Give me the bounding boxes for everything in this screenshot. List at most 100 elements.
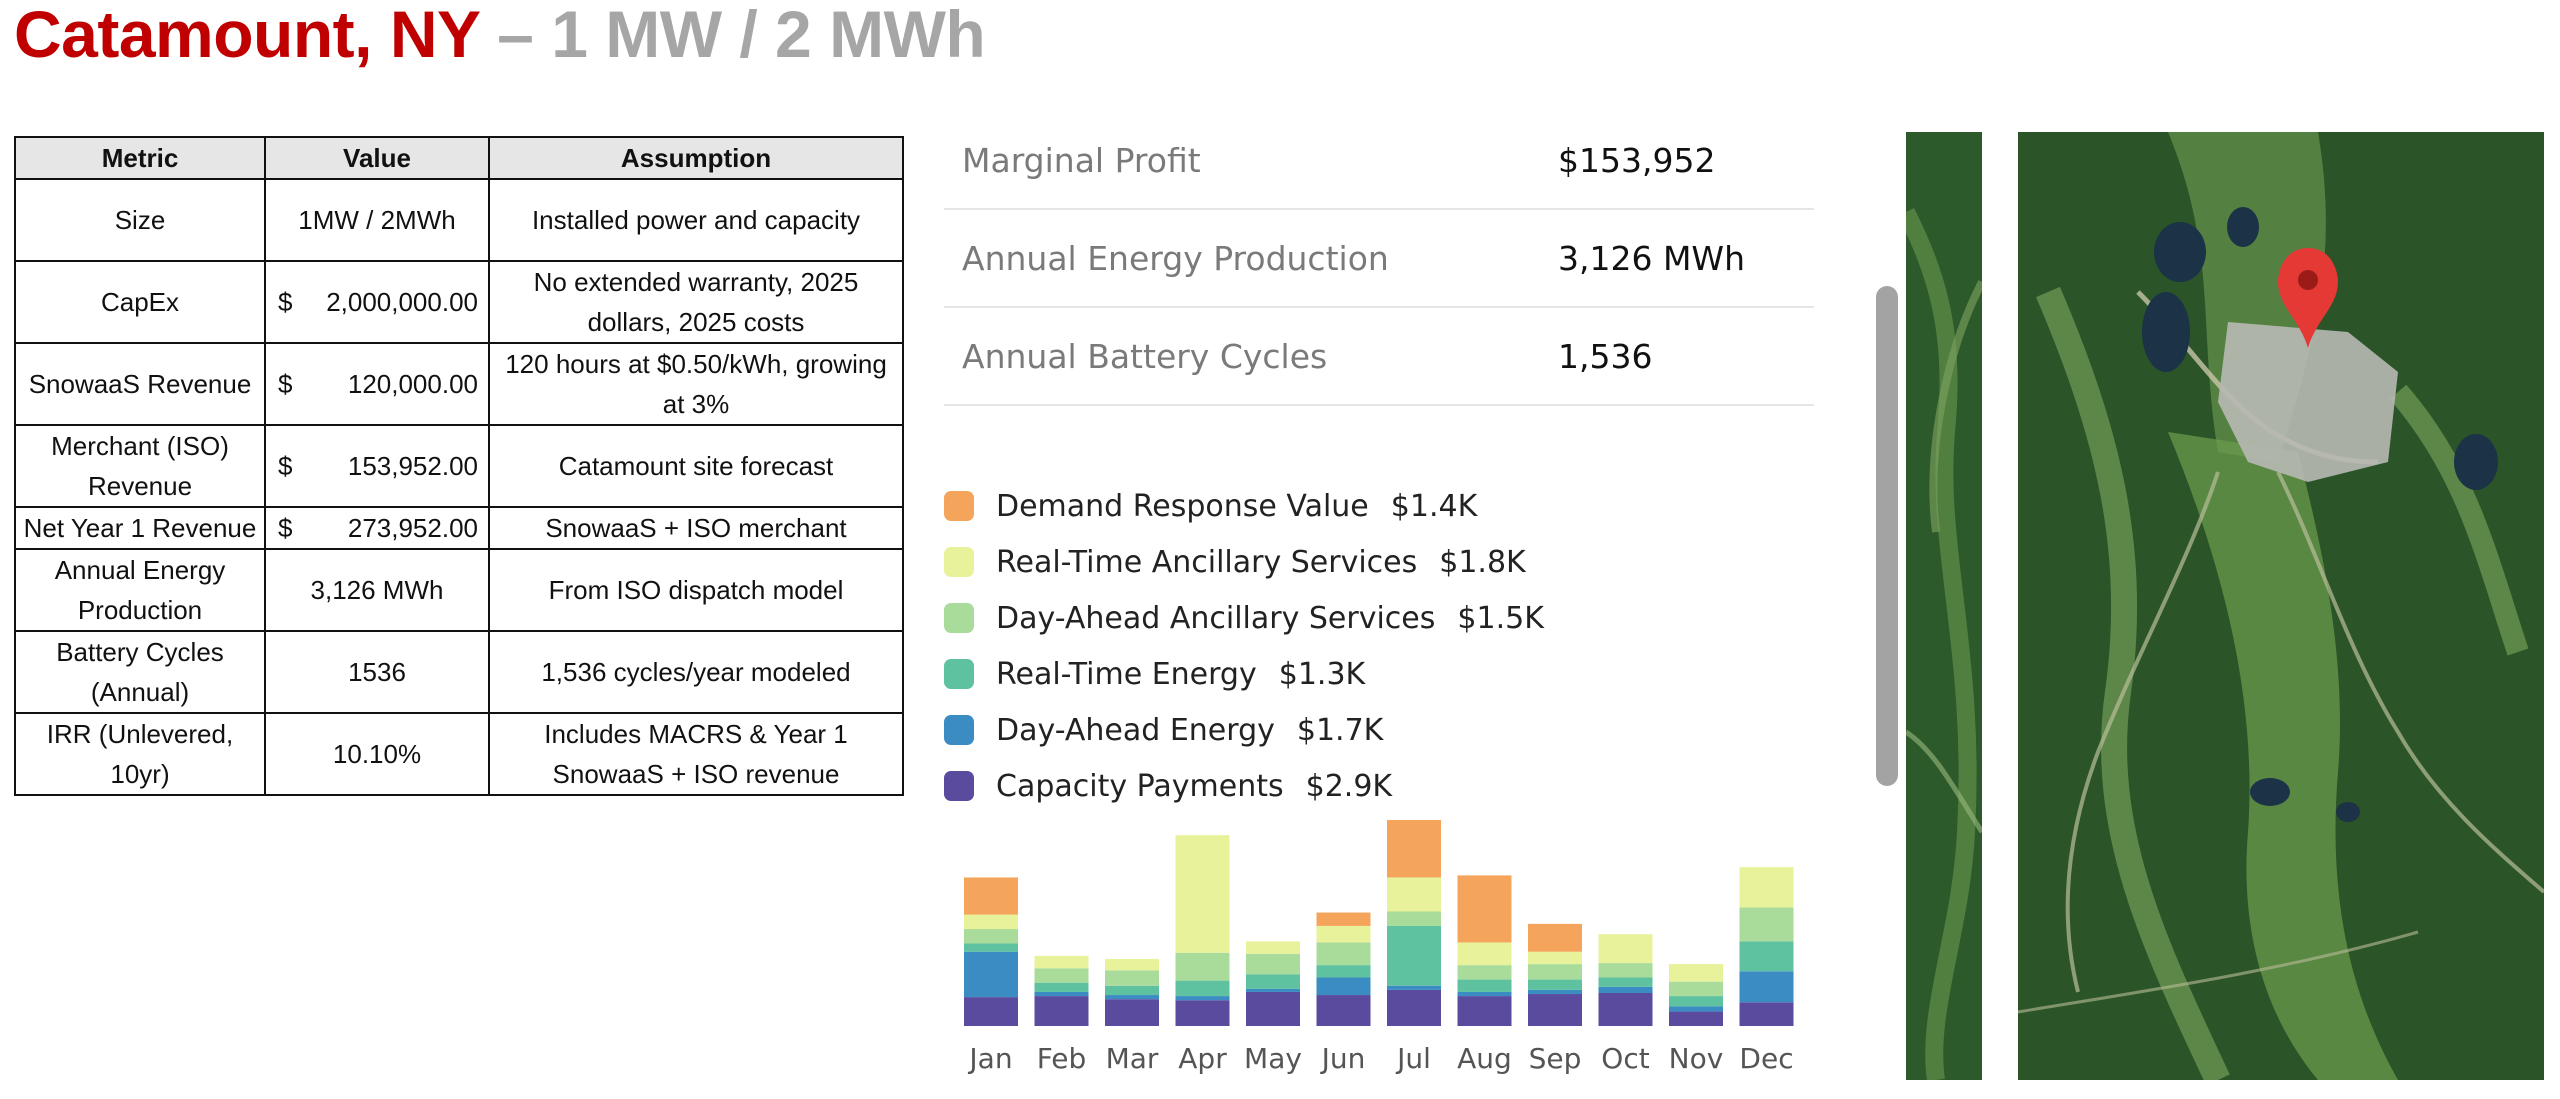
legend-swatch bbox=[944, 659, 974, 689]
bar-segment bbox=[1246, 953, 1300, 975]
value-cell: 1MW / 2MWh bbox=[264, 178, 490, 262]
bar-segment bbox=[1034, 968, 1089, 983]
value-amount: 120,000.00 bbox=[347, 369, 478, 399]
x-tick-label: Jan bbox=[967, 1042, 1012, 1075]
assumption-cell: 120 hours at $0.50/kWh, growing at 3% bbox=[488, 342, 904, 426]
bar-segment bbox=[964, 943, 1018, 952]
table-row: CapEx $2,000,000.00 No extended warranty… bbox=[14, 260, 904, 344]
bar-segment bbox=[1246, 974, 1300, 989]
kpi-annual-battery-cycles: Annual Battery Cycles 1,536 bbox=[944, 308, 1814, 406]
table-row: Merchant (ISO) Revenue $153,952.00 Catam… bbox=[14, 424, 904, 508]
bar-segment bbox=[1739, 941, 1794, 972]
bar-segment bbox=[1246, 991, 1300, 1026]
bar-segment bbox=[1739, 907, 1794, 942]
bar-segment bbox=[1316, 942, 1371, 966]
table-header-row: Metric Value Assumption bbox=[14, 136, 904, 180]
legend-swatch bbox=[944, 603, 974, 633]
bar-segment bbox=[1669, 996, 1723, 1007]
bar-segment bbox=[1457, 965, 1512, 980]
bar-segment bbox=[1528, 994, 1582, 1026]
x-tick-label: Oct bbox=[1601, 1042, 1649, 1075]
location-pin-icon[interactable] bbox=[2278, 248, 2338, 348]
value-cell: 3,126 MWh bbox=[264, 548, 490, 632]
pond bbox=[2336, 802, 2360, 822]
bar-segment bbox=[1598, 992, 1653, 1026]
x-tick-label: Jun bbox=[1320, 1042, 1366, 1075]
x-tick-label: Sep bbox=[1529, 1042, 1582, 1075]
bar-segment bbox=[1175, 996, 1230, 1001]
bar-segment bbox=[1034, 996, 1089, 1026]
x-tick-label: Apr bbox=[1178, 1042, 1227, 1075]
bar-segment bbox=[1457, 979, 1512, 992]
value-cell: $273,952.00 bbox=[264, 506, 490, 550]
bar-segment bbox=[1739, 867, 1794, 908]
bar-segment bbox=[1528, 951, 1582, 965]
value-amount: 273,952.00 bbox=[347, 513, 478, 543]
satellite-map[interactable] bbox=[2018, 132, 2544, 1080]
bar-segment bbox=[1316, 977, 1371, 996]
bar-segment bbox=[1034, 955, 1089, 969]
kpi-marginal-profit: Marginal Profit $153,952 bbox=[944, 112, 1814, 210]
metric-cell: Annual Energy Production bbox=[14, 548, 266, 632]
metric-cell: Net Year 1 Revenue bbox=[14, 506, 266, 550]
assumption-cell: Includes MACRS & Year 1 SnowaaS + ISO re… bbox=[488, 712, 904, 796]
x-tick-label: Dec bbox=[1739, 1042, 1793, 1075]
bar-segment bbox=[1669, 981, 1723, 997]
table-row: Annual Energy Production 3,126 MWh From … bbox=[14, 548, 904, 632]
chart-legend: Demand Response Value $1.4K Real-Time Anc… bbox=[944, 478, 1544, 814]
bar-segment bbox=[1669, 1011, 1723, 1026]
bar-segment bbox=[1528, 989, 1582, 995]
title-spec: – 1 MW / 2 MWh bbox=[479, 0, 986, 71]
kpi-value: 1,536 bbox=[1558, 336, 1653, 376]
table-row: Battery Cycles (Annual) 1536 1,536 cycle… bbox=[14, 630, 904, 714]
bar-segment bbox=[1387, 989, 1441, 1026]
x-tick-label: Nov bbox=[1669, 1042, 1724, 1075]
bar-segment bbox=[1669, 964, 1723, 982]
assumption-cell: From ISO dispatch model bbox=[488, 548, 904, 632]
assumption-cell: SnowaaS + ISO merchant bbox=[488, 506, 904, 550]
bar-segment bbox=[1387, 820, 1441, 878]
legend-swatch bbox=[944, 771, 974, 801]
kpi-value: $153,952 bbox=[1558, 140, 1716, 180]
monthly-revenue-chart: Jan Feb Mar Apr May Jun Jul Aug Sep Oct Nov Dec bbox=[964, 820, 1794, 1075]
title-location: Catamount, NY bbox=[14, 0, 480, 71]
bar-segment bbox=[1528, 964, 1582, 980]
legend-swatch bbox=[944, 715, 974, 745]
legend-label: Day-Ahead Ancillary Services bbox=[996, 600, 1436, 636]
value-cell: $153,952.00 bbox=[264, 424, 490, 508]
bar-segment bbox=[1739, 971, 1794, 1003]
bar-segment bbox=[1669, 1006, 1723, 1012]
kpi-label: Annual Battery Cycles bbox=[962, 336, 1328, 376]
bar-segment bbox=[1598, 934, 1653, 964]
assumption-cell: Installed power and capacity bbox=[488, 178, 904, 262]
bar-segment bbox=[1175, 1000, 1230, 1026]
bar-segment bbox=[1387, 911, 1441, 926]
legend-label: Demand Response Value bbox=[996, 488, 1369, 524]
page-title: Catamount, NY – 1 MW / 2 MWh bbox=[14, 0, 986, 72]
legend-value: $1.3K bbox=[1278, 656, 1366, 692]
bar-segment bbox=[964, 877, 1018, 915]
header-assumption: Assumption bbox=[488, 136, 904, 180]
table-row: Net Year 1 Revenue $273,952.00 SnowaaS +… bbox=[14, 506, 904, 550]
currency-symbol: $ bbox=[278, 287, 293, 317]
bar-segment bbox=[1034, 982, 1089, 992]
scrollbar-thumb[interactable] bbox=[1876, 286, 1898, 786]
bar-segment bbox=[1105, 958, 1159, 971]
bar-segment bbox=[1105, 985, 1159, 996]
value-amount: 153,952.00 bbox=[347, 451, 478, 481]
bar-segment bbox=[1105, 970, 1159, 986]
header-value: Value bbox=[264, 136, 490, 180]
metrics-table: Metric Value Assumption Size 1MW / 2MWh … bbox=[14, 136, 904, 796]
bar-segment bbox=[1528, 923, 1582, 952]
pond bbox=[2454, 434, 2498, 490]
bar-segment bbox=[1246, 988, 1300, 992]
legend-label: Real-Time Ancillary Services bbox=[996, 544, 1418, 580]
bar-segment bbox=[1175, 952, 1230, 981]
header-metric: Metric bbox=[14, 136, 266, 180]
bar-segment bbox=[1105, 999, 1159, 1026]
x-tick-label: Aug bbox=[1457, 1042, 1512, 1075]
bar-segment bbox=[1598, 986, 1653, 993]
bar-segment bbox=[1387, 925, 1441, 986]
pond bbox=[2142, 292, 2190, 372]
currency-symbol: $ bbox=[278, 513, 293, 543]
